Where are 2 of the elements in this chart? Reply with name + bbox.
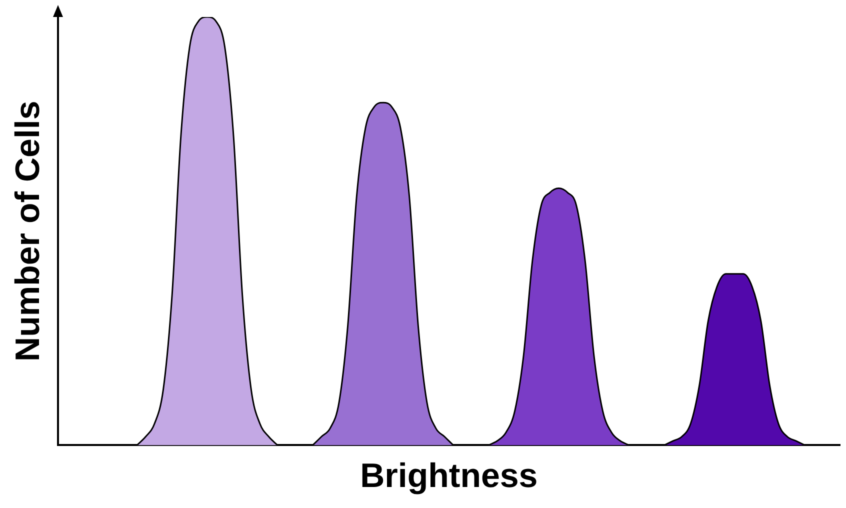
y-axis-title: Number of Cells (8, 100, 47, 362)
x-axis-title: Brightness (360, 456, 538, 495)
